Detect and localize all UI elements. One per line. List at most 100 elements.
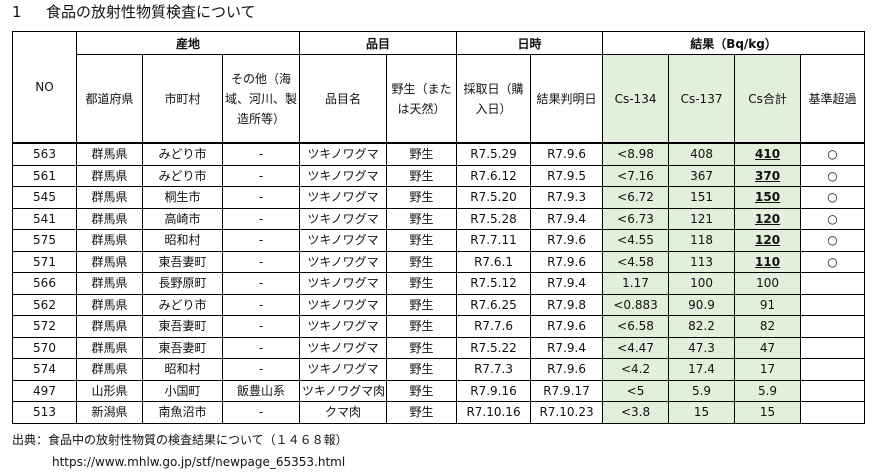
- header-municipality: 市町村: [142, 54, 223, 144]
- cell-cs137: 82.2: [668, 315, 736, 338]
- cell-no: 572: [12, 315, 77, 338]
- cell-no: 570: [12, 336, 77, 359]
- cell-cs137: 17.4: [668, 358, 736, 381]
- cell-sampling-date: R7.5.20: [456, 186, 532, 209]
- cell-no: 561: [12, 164, 77, 187]
- cell-result-date: R7.9.17: [530, 379, 604, 402]
- cell-item-name: ツキノワグマ: [299, 336, 387, 359]
- cell-prefecture: 群馬県: [76, 293, 143, 316]
- cell-other: -: [222, 315, 300, 338]
- cell-wild: 野生: [385, 250, 458, 273]
- header-result: 結果（Bq/kg）: [602, 31, 866, 55]
- cell-no: 497: [12, 379, 77, 402]
- cell-cs134: <4.55: [602, 229, 670, 252]
- cs-total-exceeding-value: 370: [755, 168, 781, 183]
- section-title: 食品の放射性物質検査について: [46, 3, 256, 21]
- cell-cs134: <5: [602, 379, 670, 402]
- table-row: 572 群馬県 東吾妻町 - ツキノワグマ 野生 R7.7.6 R7.9.6 <6.58 82.2…: [12, 315, 866, 338]
- source-url: https://www.mhlw.go.jp/stf/newpage_65353…: [52, 455, 346, 469]
- cell-exceed: [800, 401, 866, 424]
- cell-no: 513: [12, 401, 77, 424]
- cell-cs-total: 110: [734, 250, 802, 273]
- cell-item-name: ツキノワグマ: [299, 229, 387, 252]
- table-body: 563 群馬県 みどり市 - ツキノワグマ 野生 R7.5.29 R7.9.6 <8.98 408…: [12, 142, 866, 424]
- cell-wild: 野生: [385, 358, 458, 381]
- cell-other: -: [222, 401, 300, 424]
- cell-sampling-date: R7.5.28: [456, 207, 532, 230]
- source-note: 出典：食品中の放射性物質の検査結果について（１４６８報）: [12, 433, 348, 447]
- cell-sampling-date: R7.9.16: [456, 379, 532, 402]
- table-row: 566 群馬県 長野原町 - ツキノワグマ 野生 R7.5.12 R7.9.4 1.17 100 1…: [12, 272, 866, 295]
- cell-result-date: R7.9.3: [530, 186, 604, 209]
- cell-sampling-date: R7.6.12: [456, 164, 532, 187]
- cell-municipality: 東吾妻町: [142, 250, 223, 273]
- cell-item-name: ツキノワグマ: [299, 164, 387, 187]
- cell-cs137: 5.9: [668, 379, 736, 402]
- cell-cs134: <3.8: [602, 401, 670, 424]
- table-row: 570 群馬県 東吾妻町 - ツキノワグマ 野生 R7.5.22 R7.9.4 <4.47 47.…: [12, 336, 866, 359]
- cell-result-date: R7.9.6: [530, 315, 604, 338]
- cell-result-date: R7.9.6: [530, 250, 604, 273]
- cell-cs137: 47.3: [668, 336, 736, 359]
- cell-result-date: R7.9.4: [530, 336, 604, 359]
- cell-sampling-date: R7.6.1: [456, 250, 532, 273]
- cell-result-date: R7.9.4: [530, 272, 604, 295]
- cell-result-date: R7.9.8: [530, 293, 604, 316]
- cell-prefecture: 群馬県: [76, 186, 143, 209]
- cell-other: -: [222, 142, 300, 166]
- cell-other: -: [222, 272, 300, 295]
- cell-cs134: <4.2: [602, 358, 670, 381]
- cell-prefecture: 群馬県: [76, 315, 143, 338]
- cell-item-name: ツキノワグマ: [299, 207, 387, 230]
- cell-exceed: [800, 315, 866, 338]
- table-row: 575 群馬県 昭和村 - ツキノワグマ 野生 R7.7.11 R7.9.6 <4.55 118 1…: [12, 229, 866, 252]
- header-wild: 野生（または天然）: [385, 54, 458, 144]
- cell-result-date: R7.9.5: [530, 164, 604, 187]
- cell-cs137: 15: [668, 401, 736, 424]
- cell-cs134: <4.47: [602, 336, 670, 359]
- cell-other: -: [222, 250, 300, 273]
- cell-sampling-date: R7.5.12: [456, 272, 532, 295]
- cell-prefecture: 新潟県: [76, 401, 143, 424]
- cell-exceed: [800, 379, 866, 402]
- header-dates: 日時: [456, 31, 604, 55]
- header-item-name: 品目名: [299, 54, 387, 144]
- cell-no: 562: [12, 293, 77, 316]
- cell-other: -: [222, 358, 300, 381]
- cell-municipality: 長野原町: [142, 272, 223, 295]
- cell-exceed: ○: [800, 186, 866, 209]
- cell-municipality: 昭和村: [142, 229, 223, 252]
- cell-prefecture: 群馬県: [76, 336, 143, 359]
- cell-cs-total: 410: [734, 142, 802, 166]
- table-row: 545 群馬県 桐生市 - ツキノワグマ 野生 R7.5.20 R7.9.3 <6.72 151 1…: [12, 186, 866, 209]
- table-row: 497 山形県 小国町 飯豊山系 ツキノワグマ肉 野生 R7.9.16 R7.9.17 <5 5.…: [12, 379, 866, 402]
- cell-other: -: [222, 293, 300, 316]
- section-heading: 1 食品の放射性物質検査について: [12, 2, 256, 22]
- cell-exceed: [800, 272, 866, 295]
- cs-total-exceeding-value: 110: [755, 254, 781, 269]
- table-row: 574 群馬県 昭和村 - ツキノワグマ 野生 R7.7.3 R7.9.6 <4.2 17.4 17: [12, 358, 866, 381]
- header-row-groups: NO 産地 品目 日時 結果（Bq/kg）: [12, 31, 866, 144]
- cell-cs137: 113: [668, 250, 736, 273]
- cell-cs-total: 82: [734, 315, 802, 338]
- cell-cs137: 90.9: [668, 293, 736, 316]
- cell-cs-total: 47: [734, 336, 802, 359]
- cell-other: -: [222, 336, 300, 359]
- cell-cs134: <7.16: [602, 164, 670, 187]
- cell-cs137: 118: [668, 229, 736, 252]
- cell-prefecture: 群馬県: [76, 207, 143, 230]
- cell-wild: 野生: [385, 164, 458, 187]
- cell-item-name: クマ肉: [299, 401, 387, 424]
- table-header: NO 産地 品目 日時 結果（Bq/kg） 都道府県 市町村 その他（海域、河川…: [12, 31, 866, 144]
- cell-wild: 野生: [385, 272, 458, 295]
- cell-sampling-date: R7.7.11: [456, 229, 532, 252]
- header-cs137: Cs-137: [668, 54, 736, 144]
- table-row: 513 新潟県 南魚沼市 - クマ肉 野生 R7.10.16 R7.10.23 <3.8 15 15: [12, 401, 866, 424]
- cell-cs134: <4.58: [602, 250, 670, 273]
- cell-sampling-date: R7.10.16: [456, 401, 532, 424]
- table-row: 571 群馬県 東吾妻町 - ツキノワグマ 野生 R7.6.1 R7.9.6 <4.58 113 1…: [12, 250, 866, 273]
- cell-prefecture: 群馬県: [76, 272, 143, 295]
- cell-no: 571: [12, 250, 77, 273]
- cell-result-date: R7.9.6: [530, 229, 604, 252]
- header-cs-total: Cs合計: [734, 54, 802, 144]
